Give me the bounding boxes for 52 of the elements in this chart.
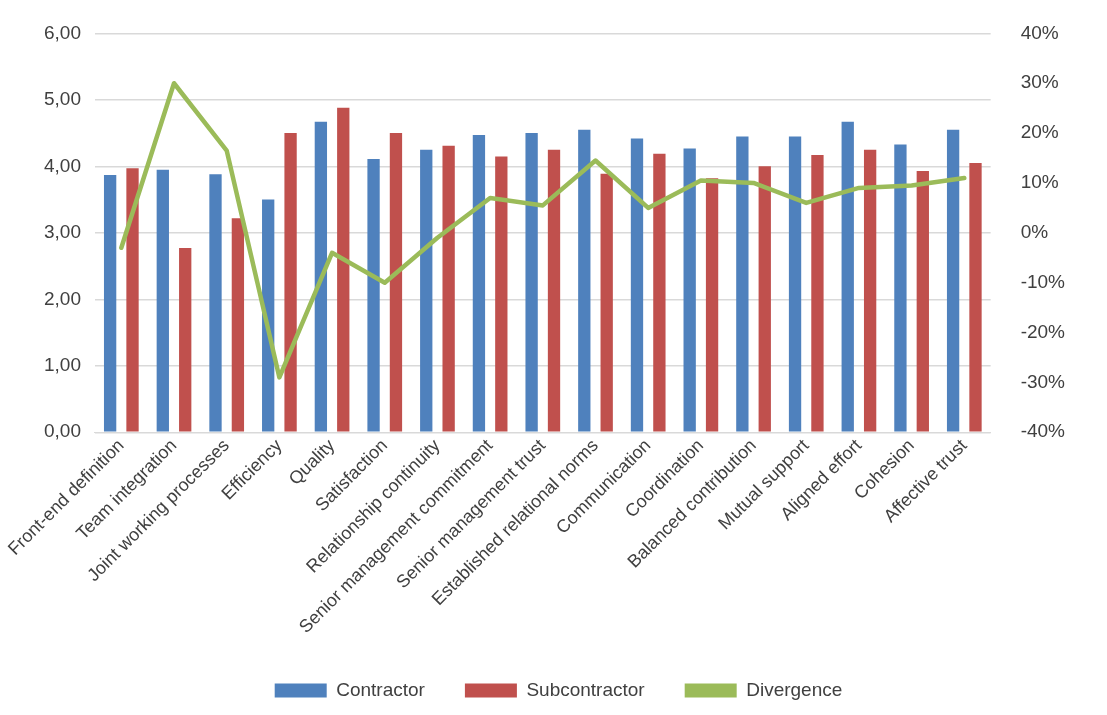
y-tick-label: 6,00 [44, 21, 81, 43]
bar [495, 156, 508, 432]
bar [758, 166, 771, 432]
y-tick-label: 5,00 [44, 88, 81, 110]
y2-tick-label: -40% [1020, 420, 1066, 442]
bar [179, 248, 192, 432]
bar [578, 129, 591, 432]
bar [103, 175, 117, 432]
y2-tick-label: 30% [1020, 71, 1059, 93]
y2-tick-label: -30% [1020, 370, 1066, 392]
y-tick-label: 2,00 [44, 287, 81, 309]
bar [314, 121, 328, 432]
bar [367, 159, 380, 432]
y2-tick-label: 10% [1020, 171, 1059, 193]
y-tick-label: 3,00 [44, 221, 81, 243]
bar [811, 155, 824, 432]
bar [894, 144, 907, 432]
legend-label: Subcontractor [526, 678, 646, 700]
bar [736, 136, 749, 432]
bar [630, 138, 644, 432]
bar [788, 136, 802, 432]
bar [126, 168, 139, 432]
y2-tick-label: -10% [1020, 270, 1066, 292]
bar [389, 133, 403, 432]
bar [472, 135, 486, 432]
bar [841, 121, 854, 432]
y-tick-label: 0,00 [44, 420, 81, 442]
bar [156, 169, 169, 432]
legend-label: Divergence [746, 678, 843, 700]
bar [916, 171, 929, 432]
y-tick-label: 4,00 [44, 154, 81, 176]
bar [653, 153, 666, 432]
bar [547, 149, 561, 432]
bar [284, 133, 297, 432]
bar [969, 163, 982, 432]
bar [525, 133, 538, 432]
bar [705, 178, 719, 432]
y2-tick-label: 40% [1020, 21, 1059, 43]
bar [420, 149, 433, 432]
y2-tick-label: 0% [1020, 221, 1049, 243]
y2-tick-label: 20% [1020, 121, 1059, 143]
bar [600, 173, 613, 432]
legend-label: Contractor [336, 678, 426, 700]
bar [863, 149, 877, 432]
bar [231, 218, 245, 432]
bar [683, 148, 696, 432]
bar [442, 145, 455, 432]
bar [946, 129, 960, 432]
bar [337, 107, 350, 432]
y-tick-label: 1,00 [44, 354, 81, 376]
y2-tick-label: -20% [1020, 320, 1066, 342]
bar [209, 174, 222, 432]
